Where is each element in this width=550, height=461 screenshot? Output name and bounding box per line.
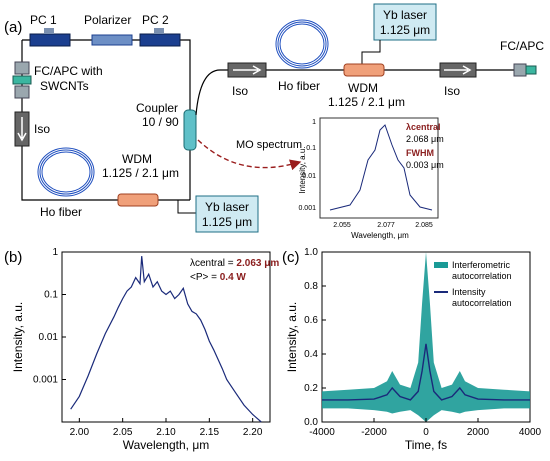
swcnt-label-1: FC/APC with [34,64,103,78]
chart-c-intensity-line [322,343,530,401]
inset-lambda-label: λcentral [406,122,441,132]
wdm-right-component [343,63,385,77]
chart-c-ytick-label: 0.8 [304,281,318,292]
chart-b-xtick-label: 2.10 [156,427,176,438]
inset-lambda-value: 2.068 μm [406,134,444,144]
coupler-label-1: Coupler [136,101,178,115]
inset-xtick-3: 2.085 [415,222,433,229]
yb-laser-right-box [373,3,437,41]
fcapc-output-connector [513,63,537,77]
chart-c-xtick-label: 4000 [519,427,542,438]
panel-a-label: (a) [4,19,22,36]
pc2-label: PC 2 [142,13,169,27]
chart-b-xtick-label: 2.05 [113,427,133,438]
ho-fiber-coil-left [37,147,95,197]
chart-b-xtick-label: 2.15 [200,427,220,438]
inset-xlabel: Wavelength, μm [351,231,409,240]
chart-b-annotation: <P> = 0.4 W [190,272,246,283]
iso-right-component [439,62,477,78]
chart-b-ytick-label: 0.01 [39,332,59,343]
yb-laser-right-label-2: 1.125 μm [380,23,430,37]
chart-b-series-line [70,256,262,423]
coupler-label-2: 10 / 90 [142,115,179,129]
polarizer-component [91,34,133,46]
mo-spectrum-label: MO spectrum [236,139,302,151]
chart-c-ytick-label: 0.4 [304,349,318,360]
chart-c-ylabel: Intensity, a.u. [285,302,299,372]
ho-fiber-left-label: Ho fiber [40,205,82,219]
panel-b-label: (b) [4,249,22,266]
chart-c-legend-swatch-1 [434,262,448,268]
chart-c-legend-label-2b: autocorrelation [452,298,512,308]
wdm-left-component [117,193,159,207]
iso-mid-label: Iso [232,84,248,98]
iso-left-component [14,111,30,147]
chart-c-ytick-label: 1.0 [304,247,318,258]
chart-b-xtick-label: 2.20 [243,427,263,438]
polarizer-label: Polarizer [84,13,131,27]
pc2-component [139,28,181,47]
mo-spectrum-inset: 1 0.1 0.01 0.001 2.055 2.077 2.085 Wavel… [298,117,444,240]
chart-c-xtick-label: -4000 [309,427,335,438]
chart-c-xlabel: Time, fs [405,438,447,452]
inset-xtick-2: 2.077 [377,222,395,229]
chart-b-annotation: λcentral = 2.063 μm [190,258,279,269]
ho-fiber-right-label: Ho fiber [278,79,320,93]
iso-mid-component [227,62,267,78]
chart-c-legend-label-1: Interferometric [452,260,511,270]
coupler-component [183,109,197,151]
wdm-right-label-2: 1.125 / 2.1 μm [328,95,405,109]
chart-c-interferometric-band [322,252,530,422]
wdm-left-label-2: 1.125 / 2.1 μm [102,166,179,180]
fcapc-output-label: FC/APC [500,39,544,53]
chart-c-legend-label-2: Intensity [452,287,486,297]
chart-c-ytick-label: 0.6 [304,315,318,326]
chart-c-ytick-label: 0.2 [304,383,318,394]
wdm-left-label-1: WDM [122,152,152,166]
chart-c: -4000 -2000 0 2000 4000 0.0 0.2 0.4 0.6 0.8 1.0 Tim… [285,247,542,452]
chart-b-xlabel: Wavelength, μm [123,438,210,452]
yb-laser-left-box [195,195,259,233]
chart-c-xtick-label: 2000 [467,427,490,438]
inset-ytick-2: 0.1 [306,145,316,152]
inset-xtick-1: 2.055 [333,222,351,229]
chart-c-xtick-label: 0 [423,427,429,438]
inset-ytick-3: 0.01 [302,173,316,180]
yb-laser-left-label-2: 1.125 μm [202,215,252,229]
iso-left-label: Iso [34,122,50,136]
pc1-component [29,28,71,47]
mo-spectrum-arrow [197,139,302,171]
yb-laser-left-label-1: Yb laser [205,200,249,214]
chart-b-ytick-label: 0.1 [44,290,58,301]
pc1-label: PC 1 [30,13,57,27]
yb-laser-right-label-1: Yb laser [383,8,427,22]
chart-b: 2.00 2.05 2.10 2.15 2.20 1 0.1 0.01 0.001 Wavelen… [11,247,279,452]
inset-ytick-1: 1 [312,119,316,126]
inset-fwhm-value: 0.003 μm [406,160,444,170]
iso-right-label: Iso [444,84,460,98]
chart-b-xtick-label: 2.00 [70,427,90,438]
chart-b-ytick-label: 1 [52,247,58,258]
swcnt-label-2: SWCNTs [40,79,89,93]
chart-b-ylabel: Intensity, a.u. [11,302,25,372]
inset-ylabel: Intensity, a.u. [298,147,307,194]
ho-fiber-coil-right [275,19,329,69]
chart-b-ytick-label: 0.001 [33,375,58,386]
inset-fwhm-label: FWHM [406,148,434,158]
inset-ytick-4: 0.001 [298,205,316,212]
output-fiber [195,69,520,116]
wdm-right-label-1: WDM [348,81,378,95]
chart-c-xtick-label: -2000 [361,427,387,438]
chart-c-ytick-label: 0.0 [304,417,318,428]
panel-c-label: (c) [282,249,300,266]
chart-c-legend-label-1b: autocorrelation [452,271,512,281]
inset-spectrum-line [329,124,433,211]
swcnt-connector [12,61,32,99]
